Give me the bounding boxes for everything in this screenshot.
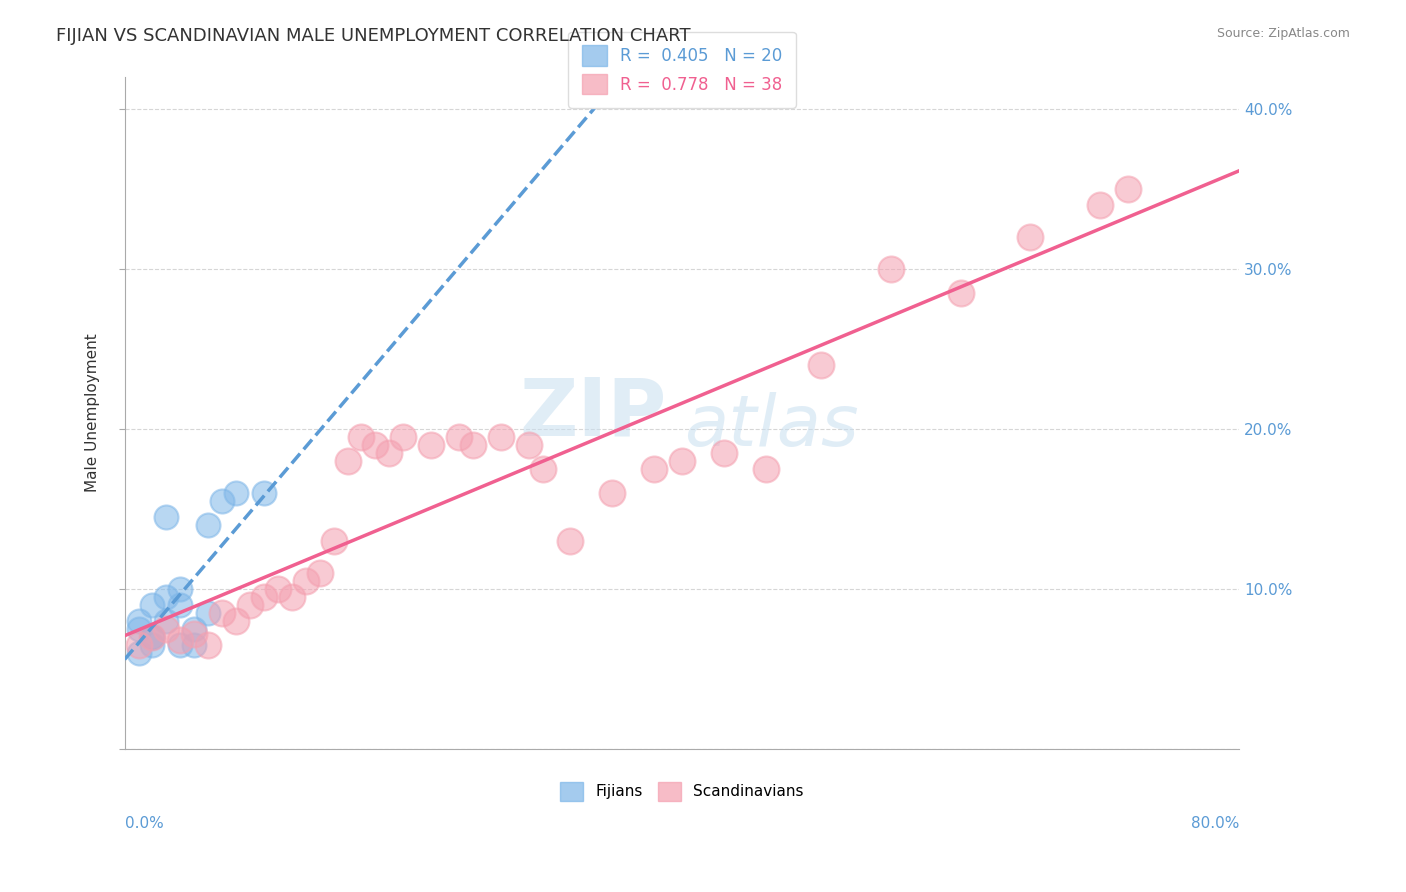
Point	[128, 614, 150, 628]
Point	[308, 566, 330, 580]
Point	[128, 622, 150, 636]
Point	[489, 430, 512, 444]
Text: ZIP: ZIP	[519, 374, 666, 452]
Point	[155, 590, 177, 604]
Point	[643, 462, 665, 476]
Point	[128, 646, 150, 660]
Point	[392, 430, 415, 444]
Point	[1116, 182, 1139, 196]
Point	[600, 486, 623, 500]
Point	[169, 582, 191, 596]
Point	[183, 638, 205, 652]
Point	[141, 630, 163, 644]
Point	[671, 454, 693, 468]
Point	[211, 606, 233, 620]
Point	[713, 446, 735, 460]
Point	[141, 598, 163, 612]
Point	[810, 358, 832, 372]
Point	[1019, 230, 1042, 244]
Point	[253, 486, 276, 500]
Point	[378, 446, 401, 460]
Text: 80.0%: 80.0%	[1191, 816, 1239, 830]
Point	[141, 630, 163, 644]
Point	[322, 533, 344, 548]
Point	[128, 638, 150, 652]
Point	[281, 590, 304, 604]
Point	[294, 574, 316, 588]
Text: Source: ZipAtlas.com: Source: ZipAtlas.com	[1216, 27, 1350, 40]
Point	[531, 462, 554, 476]
Point	[197, 638, 219, 652]
Text: atlas: atlas	[683, 392, 859, 461]
Point	[1088, 198, 1111, 212]
Point	[155, 510, 177, 524]
Point	[141, 638, 163, 652]
Point	[364, 438, 387, 452]
Point	[225, 614, 247, 628]
Point	[169, 598, 191, 612]
Point	[155, 614, 177, 628]
Text: FIJIAN VS SCANDINAVIAN MALE UNEMPLOYMENT CORRELATION CHART: FIJIAN VS SCANDINAVIAN MALE UNEMPLOYMENT…	[56, 27, 690, 45]
Point	[420, 438, 443, 452]
Text: 0.0%: 0.0%	[125, 816, 163, 830]
Point	[350, 430, 373, 444]
Point	[336, 454, 359, 468]
Point	[169, 638, 191, 652]
Point	[949, 286, 972, 301]
Point	[239, 598, 262, 612]
Point	[267, 582, 290, 596]
Point	[141, 630, 163, 644]
Point	[197, 518, 219, 533]
Point	[225, 486, 247, 500]
Y-axis label: Male Unemployment: Male Unemployment	[86, 334, 100, 492]
Point	[155, 622, 177, 636]
Point	[211, 494, 233, 508]
Point	[183, 622, 205, 636]
Point	[880, 262, 903, 277]
Point	[253, 590, 276, 604]
Legend: Fijians, Scandinavians: Fijians, Scandinavians	[553, 774, 811, 808]
Point	[447, 430, 470, 444]
Point	[197, 606, 219, 620]
Point	[754, 462, 776, 476]
Point	[169, 633, 191, 648]
Point	[183, 626, 205, 640]
Point	[461, 438, 484, 452]
Point	[560, 533, 582, 548]
Point	[517, 438, 540, 452]
